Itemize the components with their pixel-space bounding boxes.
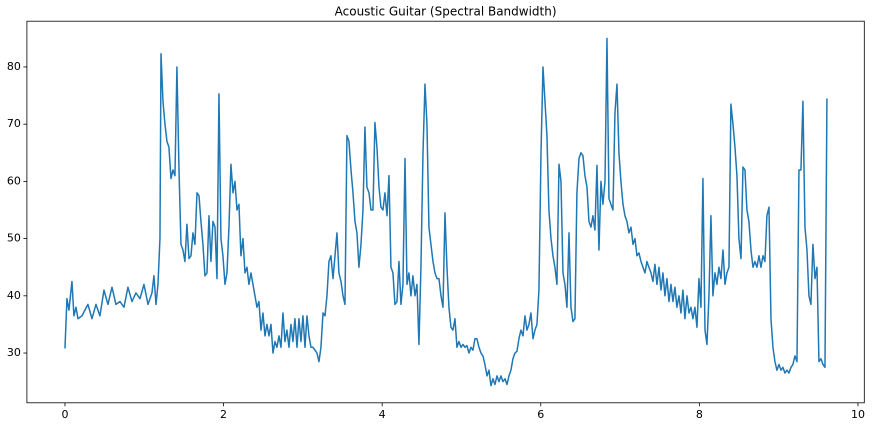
y-tick-label: 70 [7,117,21,130]
data-line [64,37,828,387]
y-tick-label: 40 [7,289,21,302]
y-tick-label: 30 [7,346,21,359]
y-tick-label: 80 [7,60,21,73]
x-tick-label: 10 [851,408,865,421]
chart-title: Acoustic Guitar (Spectral Bandwidth) [335,5,557,19]
x-tick-label: 8 [696,408,703,421]
plot-frame [26,20,865,404]
y-tick-label: 60 [7,174,21,187]
x-tick-label: 0 [61,408,68,421]
x-tick-label: 6 [537,408,544,421]
y-tick-label: 50 [7,232,21,245]
x-tick-label: 2 [220,408,227,421]
x-tick-label: 4 [379,408,386,421]
